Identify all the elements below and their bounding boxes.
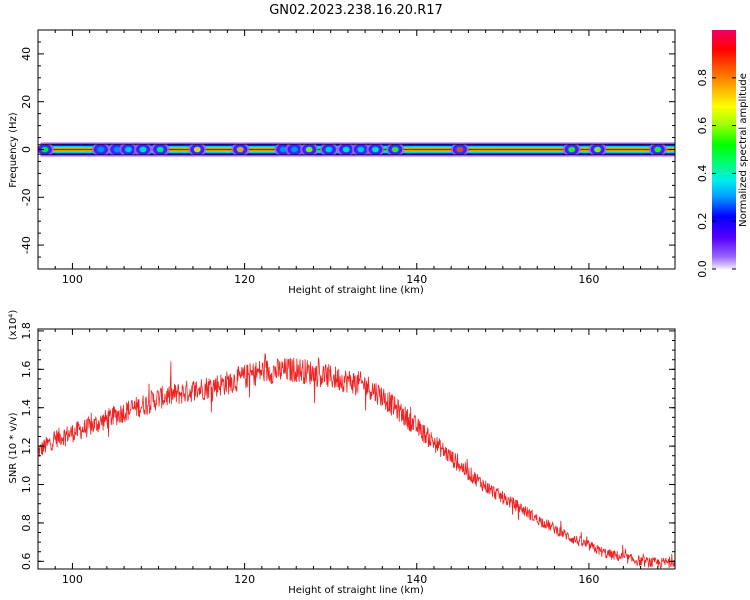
spectrogram-panel: 100 120 140 160 -40 -20 0 20 40 Height of strai… <box>8 29 676 296</box>
y-tick-label: -40 <box>20 236 33 254</box>
y-tick-label: 1.6 <box>20 361 33 379</box>
snr-y-axis: 0.6 0.8 1.0 1.2 1.4 1.6 1.8 <box>20 322 675 570</box>
snr-plot-area <box>38 353 675 569</box>
x-tick-label: 100 <box>62 273 83 286</box>
snr-y-axis-label: SNR (10 * v/v) <box>8 412 19 483</box>
spectral-blob <box>279 146 287 153</box>
spectral-blob <box>113 146 121 153</box>
colorbar-tick-label: 0.2 <box>696 212 709 230</box>
spectrogram-y-axis: -40 -20 0 20 40 <box>20 29 675 270</box>
snr-x-axis-label: Height of straight line (km) <box>288 585 424 596</box>
spectral-blob <box>124 146 132 153</box>
spectral-blob <box>236 146 244 153</box>
colorbar-tick-label: 0.0 <box>696 260 709 278</box>
spectral-blob <box>594 146 601 153</box>
y-tick-label: 1.2 <box>20 437 33 455</box>
y-tick-label: 20 <box>20 95 33 109</box>
y-tick-label: 1.0 <box>20 476 33 494</box>
spectral-blob <box>97 146 105 153</box>
y-tick-label: 0.8 <box>20 514 33 532</box>
x-tick-label: 140 <box>406 573 427 586</box>
chart-title: GN02.2023.238.16.20.R17 <box>269 3 443 18</box>
colorbar-tick-label: 0.4 <box>696 165 709 183</box>
y-tick-label: 0.6 <box>20 553 33 571</box>
spectral-blob <box>305 146 313 153</box>
spectrogram-y-axis-label: Frequency (Hz) <box>8 112 19 188</box>
spectral-blob <box>291 146 298 153</box>
colorbar-tick-label: 0.6 <box>696 117 709 135</box>
spectral-blob <box>139 146 147 153</box>
colorbar-tick-label: 0.8 <box>696 69 709 87</box>
spectrogram-x-axis: 100 120 140 160 <box>37 30 676 286</box>
spectral-blob <box>568 146 576 153</box>
spectral-blob <box>41 146 49 153</box>
spectral-blob <box>456 146 464 153</box>
colorbar-gradient <box>712 30 736 269</box>
x-tick-label: 120 <box>234 573 255 586</box>
y-tick-label: 1.4 <box>20 399 33 417</box>
spectral-blob <box>391 146 399 153</box>
colorbar-ticks: 0.0 0.2 0.4 0.6 0.8 <box>696 69 736 278</box>
y-tick-label: 1.8 <box>20 322 33 340</box>
x-tick-label: 160 <box>578 273 599 286</box>
spectral-blob <box>325 146 333 153</box>
y-tick-label: 0 <box>20 146 33 153</box>
snr-panel: 100 120 140 160 0.6 0.8 1.0 1.2 1.4 1.6 1.8 Heigh… <box>8 310 676 596</box>
spectral-blob <box>342 146 350 153</box>
spectral-blob <box>654 146 662 153</box>
y-tick-label: 40 <box>20 47 33 61</box>
colorbar: 0.0 0.2 0.4 0.6 0.8 Normalized spectral ampl… <box>696 30 749 278</box>
snr-axes-frame <box>37 328 676 570</box>
spectrogram-plot-area <box>38 142 675 157</box>
spectrogram-x-axis-label: Height of straight line (km) <box>288 285 424 296</box>
snr-scale-note: (x10⁴) <box>8 310 19 341</box>
x-tick-label: 100 <box>62 573 83 586</box>
spectral-blob <box>372 146 379 153</box>
x-tick-label: 160 <box>578 573 599 586</box>
colorbar-label: Normalized spectral amplitude <box>738 73 749 227</box>
snr-series-line <box>38 353 675 569</box>
spectral-blob <box>193 146 201 153</box>
spectral-blob <box>156 146 164 153</box>
spectral-blob <box>357 146 365 153</box>
y-tick-label: -20 <box>20 188 33 206</box>
x-tick-label: 140 <box>406 273 427 286</box>
snr-x-axis: 100 120 140 160 <box>37 329 676 586</box>
x-tick-label: 120 <box>234 273 255 286</box>
